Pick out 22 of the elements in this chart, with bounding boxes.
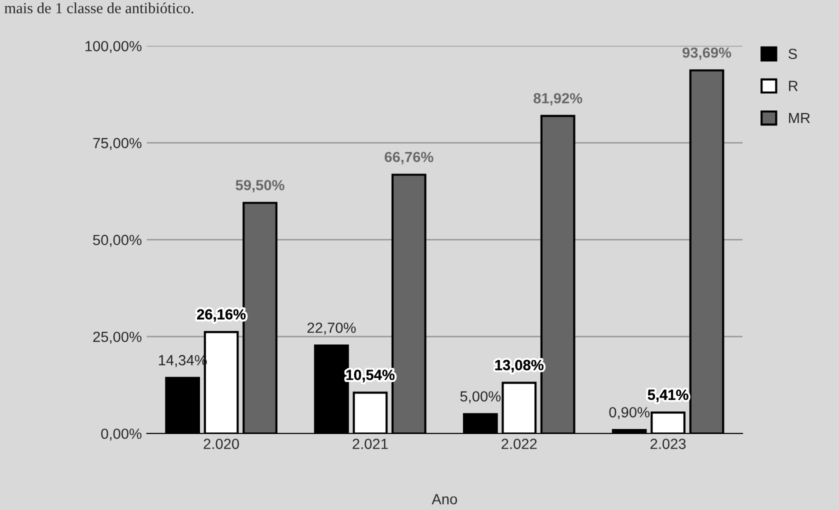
y-tick-label: 100,00%: [86, 41, 142, 54]
x-tick-label: 2.023: [650, 438, 686, 450]
y-tick-label: 50,00%: [93, 234, 142, 247]
x-tick-label: 2.022: [502, 438, 537, 450]
x-tick-label: 2.021: [352, 438, 388, 450]
data-label: 5,41%: [648, 390, 688, 402]
x-tick-label: 2.020: [204, 438, 239, 450]
y-tick-label: 25,00%: [93, 332, 142, 344]
data-label: 81,92%: [534, 93, 582, 106]
data-label: 5,00%: [460, 391, 501, 404]
legend-label: S: [788, 48, 797, 60]
chart-title: mais de 1 classe de antibiótico.: [4, 2, 194, 14]
x-axis-title: Ano: [432, 494, 458, 504]
y-tick-label: 75,00%: [93, 138, 142, 150]
data-label: 93,69%: [682, 47, 732, 60]
data-label: 66,76%: [384, 152, 434, 164]
legend-label: R: [789, 80, 798, 91]
legend-label: MR: [789, 112, 810, 124]
data-label: 0,90%: [609, 407, 650, 420]
data-label: 22,70%: [307, 322, 356, 335]
y-tick-label: 0,00%: [101, 428, 142, 441]
data-label: 59,50%: [236, 180, 284, 192]
